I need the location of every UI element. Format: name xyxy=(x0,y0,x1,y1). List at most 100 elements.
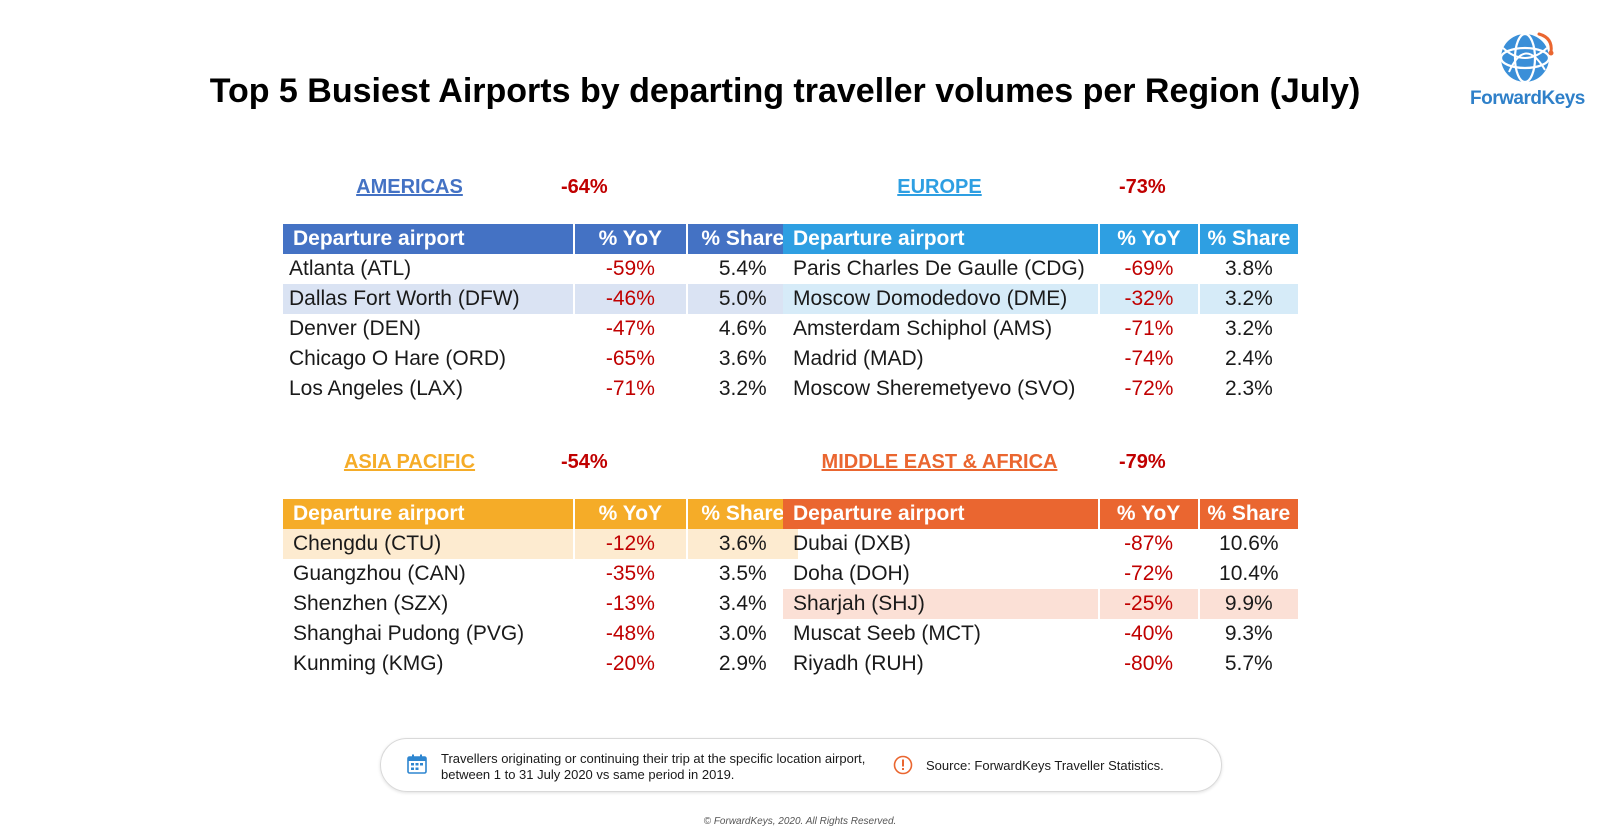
yoy-cell: -65% xyxy=(574,344,688,374)
share-cell: 4.6% xyxy=(718,317,767,340)
table-row: Shanghai Pudong (PVG) -48% 3.0% xyxy=(283,619,798,649)
airport-table: Departure airport % YoY % Share Atlanta … xyxy=(283,224,798,404)
region-yoy: -54% xyxy=(561,451,608,473)
footnote-box: Travellers originating or continuing the… xyxy=(380,738,1222,792)
yoy-cell: -13% xyxy=(574,589,688,619)
table-row: Moscow Sheremetyevo (SVO) -72% 2.3% xyxy=(783,374,1298,404)
yoy-cell: -71% xyxy=(574,374,688,404)
share-cell: 5.0% xyxy=(718,287,767,310)
airport-cell: Riyadh (RUH) xyxy=(783,649,1100,679)
share-cell: 3.2% xyxy=(718,377,767,400)
share-cell: 3.6% xyxy=(718,532,767,555)
yoy-cell: -48% xyxy=(574,619,688,649)
airport-cell: Paris Charles De Gaulle (CDG) xyxy=(783,254,1101,284)
yoy-cell: -72% xyxy=(1099,374,1200,404)
airport-cell: Doha (DOH) xyxy=(783,559,1100,589)
yoy-cell: -87% xyxy=(1098,529,1200,559)
airport-cell: Guangzhou (CAN) xyxy=(283,559,576,589)
table-row: Chicago O Hare (ORD) -65% 3.6% xyxy=(283,344,798,374)
yoy-cell: -69% xyxy=(1099,254,1200,284)
table-row: Chengdu (CTU) -12% 3.6% xyxy=(283,529,798,559)
globe-icon xyxy=(1499,32,1554,84)
logo-text: ForwardKeys xyxy=(1470,88,1585,109)
region-yoy: -79% xyxy=(1119,451,1166,473)
share-cell: 10.6% xyxy=(1219,532,1279,555)
yoy-cell: -46% xyxy=(574,284,688,314)
region-europe: EUROPE -73% Departure airport % YoY % Sh… xyxy=(783,176,1298,404)
share-cell: 3.6% xyxy=(718,347,767,370)
yoy-cell: -40% xyxy=(1098,619,1200,649)
table-row: Riyadh (RUH) -80% 5.7% xyxy=(783,649,1298,679)
airport-cell: Sharjah (SHJ) xyxy=(783,589,1100,619)
table-row: Shenzhen (SZX) -13% 3.4% xyxy=(283,589,798,619)
copyright: © ForwardKeys, 2020. All Rights Reserved… xyxy=(703,816,897,827)
table-row: Muscat Seeb (MCT) -40% 9.3% xyxy=(783,619,1298,649)
share-cell: 5.4% xyxy=(718,257,767,280)
alert-icon xyxy=(893,755,913,778)
header-share: % Share xyxy=(1198,499,1298,529)
share-cell: 5.7% xyxy=(1224,652,1273,675)
table-row: Paris Charles De Gaulle (CDG) -69% 3.8% xyxy=(783,254,1298,284)
header-share: % Share xyxy=(686,499,798,529)
header-yoy: % YoY xyxy=(574,224,688,254)
share-cell: 3.4% xyxy=(718,592,767,615)
share-cell: 9.3% xyxy=(1224,622,1273,645)
table-row: Doha (DOH) -72% 10.4% xyxy=(783,559,1298,589)
region-americas: AMERICAS -64% Departure airport % YoY % … xyxy=(283,176,798,404)
region-name: EUROPE xyxy=(897,176,982,198)
airport-cell: Shanghai Pudong (PVG) xyxy=(283,619,576,649)
header-airport: Departure airport xyxy=(283,224,576,254)
share-cell: 3.8% xyxy=(1224,257,1273,280)
region-name: ASIA PACIFIC xyxy=(343,451,476,473)
header-yoy: % YoY xyxy=(1098,499,1200,529)
share-cell: 2.3% xyxy=(1224,377,1273,400)
region-yoy: -73% xyxy=(1119,176,1166,198)
region-asia-pacific: ASIA PACIFIC -54% Departure airport % Yo… xyxy=(283,451,798,679)
table-row: Sharjah (SHJ) -25% 9.9% xyxy=(783,589,1298,619)
yoy-cell: -71% xyxy=(1099,314,1200,344)
header-airport: Departure airport xyxy=(783,224,1101,254)
region-yoy: -64% xyxy=(561,176,608,198)
share-cell: 10.4% xyxy=(1219,562,1279,585)
share-cell: 3.5% xyxy=(718,562,767,585)
airport-cell: Dallas Fort Worth (DFW) xyxy=(283,284,576,314)
table-row: Denver (DEN) -47% 4.6% xyxy=(283,314,798,344)
footnote-text: Travellers originating or continuing the… xyxy=(441,751,866,782)
airport-table: Departure airport % YoY % Share Paris Ch… xyxy=(783,224,1298,404)
airport-cell: Chengdu (CTU) xyxy=(283,529,576,559)
airport-cell: Madrid (MAD) xyxy=(783,344,1101,374)
region-name: MIDDLE EAST & AFRICA xyxy=(821,451,1058,473)
region-name: AMERICAS xyxy=(356,176,463,198)
header-share: % Share xyxy=(1198,224,1298,254)
table-row: Guangzhou (CAN) -35% 3.5% xyxy=(283,559,798,589)
airport-cell: Shenzhen (SZX) xyxy=(283,589,576,619)
yoy-cell: -80% xyxy=(1098,649,1200,679)
table-row: Madrid (MAD) -74% 2.4% xyxy=(783,344,1298,374)
header-share: % Share xyxy=(686,224,798,254)
airport-cell: Chicago O Hare (ORD) xyxy=(283,344,576,374)
header-yoy: % YoY xyxy=(574,499,688,529)
table-row: Atlanta (ATL) -59% 5.4% xyxy=(283,254,798,284)
airport-cell: Los Angeles (LAX) xyxy=(283,374,576,404)
yoy-cell: -35% xyxy=(574,559,688,589)
table-row: Los Angeles (LAX) -71% 3.2% xyxy=(283,374,798,404)
airport-cell: Dubai (DXB) xyxy=(783,529,1100,559)
yoy-cell: -47% xyxy=(574,314,688,344)
share-cell: 3.0% xyxy=(718,622,767,645)
table-row: Dallas Fort Worth (DFW) -46% 5.0% xyxy=(283,284,798,314)
share-cell: 9.9% xyxy=(1224,592,1273,615)
yoy-cell: -12% xyxy=(574,529,688,559)
table-row: Amsterdam Schiphol (AMS) -71% 3.2% xyxy=(783,314,1298,344)
header-airport: Departure airport xyxy=(783,499,1100,529)
airport-cell: Muscat Seeb (MCT) xyxy=(783,619,1100,649)
airport-cell: Moscow Sheremetyevo (SVO) xyxy=(783,374,1101,404)
forwardkeys-logo: ForwardKeys xyxy=(1470,28,1585,118)
airport-cell: Moscow Domodedovo (DME) xyxy=(783,284,1101,314)
header-airport: Departure airport xyxy=(283,499,576,529)
yoy-cell: -59% xyxy=(574,254,688,284)
source-text: Source: ForwardKeys Traveller Statistics… xyxy=(926,758,1164,773)
airport-cell: Amsterdam Schiphol (AMS) xyxy=(783,314,1101,344)
region-middle-east-africa: MIDDLE EAST & AFRICA -79% Departure airp… xyxy=(783,451,1298,679)
header-yoy: % YoY xyxy=(1099,224,1200,254)
airport-table: Departure airport % YoY % Share Dubai (D… xyxy=(783,499,1298,679)
